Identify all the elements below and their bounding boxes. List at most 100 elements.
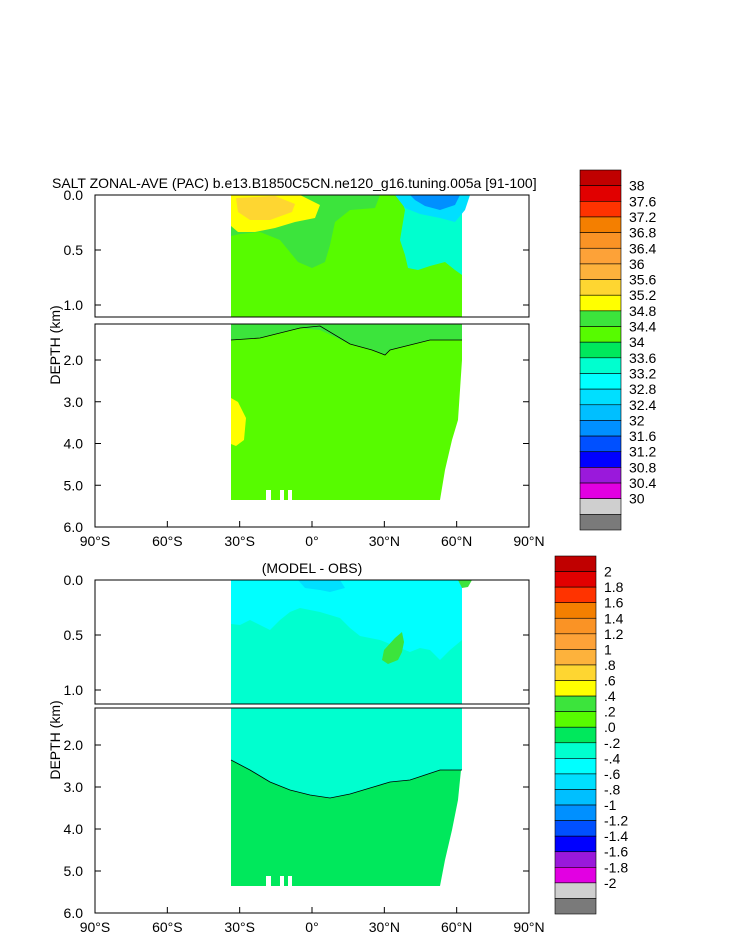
diff-colorbar-label: 1.2 — [604, 626, 624, 642]
salt-colorbar-label: 32.4 — [629, 397, 656, 413]
diff-colorbar-label: -.2 — [604, 735, 621, 751]
diff-y-ticks-lower: 2.0 3.0 4.0 5.0 6.0 — [64, 737, 529, 921]
salt-y-tick-label: 2.0 — [64, 352, 84, 368]
diff-colorbar-box — [554, 882, 597, 899]
diff-colorbar-box — [554, 602, 597, 619]
salt-colorbar-box — [579, 201, 622, 218]
diff-y-tick-label: 0.5 — [64, 627, 84, 643]
diff-colorbar-label: -1.6 — [604, 844, 628, 860]
salt-colorbar-box — [579, 451, 622, 468]
diff-colorbar-label: 1 — [604, 641, 612, 657]
salt-colorbar-label: 32.8 — [629, 381, 656, 397]
diff-colorbar-box — [554, 898, 597, 915]
diff-colorbar-box — [554, 851, 597, 868]
salt-colorbar-box — [579, 216, 622, 233]
salt-colorbar-box — [579, 420, 622, 437]
salt-colorbar-box — [579, 388, 622, 406]
diff-colorbar-box — [554, 758, 597, 775]
diff-y-tick-label: 1.0 — [64, 682, 84, 698]
diff-x-tick-label: 30°N — [369, 919, 400, 935]
diff-colorbar-box — [554, 789, 597, 806]
salt-colorbar-box — [579, 357, 622, 374]
salt-colorbar-box — [579, 498, 622, 515]
salt-colorbar-box — [579, 247, 622, 265]
diff-colorbar-box — [554, 804, 597, 821]
salt-x-tick-label: 60°S — [152, 533, 183, 549]
diff-title: (MODEL - OBS) — [262, 560, 363, 576]
diff-colorbar-label: .2 — [604, 704, 616, 720]
salt-upper-field — [231, 195, 470, 317]
salt-colorbar-label: 31.6 — [629, 428, 656, 444]
salt-y-tick-label: 0.5 — [64, 242, 84, 258]
salt-colorbar-label: 37.6 — [629, 193, 656, 209]
salt-colorbar-box — [579, 263, 622, 280]
salt-colorbar-box — [579, 373, 622, 390]
diff-colorbar-box — [554, 867, 597, 884]
salt-lower-field — [230, 324, 462, 500]
diff-panel: (MODEL - OBS) DEPTH (km) 0.00.51.0 2.03.… — [47, 555, 628, 935]
diff-x-tick-label: 60°N — [441, 919, 472, 935]
diff-colorbar-box — [554, 633, 597, 650]
diff-y-tick-label: 5.0 — [64, 863, 84, 879]
salt-colorbar-label: 30 — [629, 491, 645, 507]
diff-x-tick-label: 90°N — [513, 919, 544, 935]
salt-colorbar-label: 34.8 — [629, 303, 656, 319]
diff-colorbar-label: -1 — [604, 797, 617, 813]
salt-x-tick-label: 60°N — [441, 533, 472, 549]
diff-colorbar-box — [554, 664, 597, 681]
salt-x-tick-label: 90°N — [513, 533, 544, 549]
salt-colorbar-box — [579, 326, 622, 343]
diff-colorbar-label: .6 — [604, 673, 616, 689]
salt-y-tick-label: 6.0 — [64, 519, 84, 535]
salt-y-tick-label: 4.0 — [64, 436, 84, 452]
diff-colorbar-label: 2 — [604, 564, 612, 580]
diff-colorbar-box — [554, 649, 597, 666]
diff-colorbar-box — [554, 695, 597, 712]
salt-colorbar-box — [579, 341, 622, 359]
salt-colorbar-box — [579, 185, 622, 202]
diff-y-ticks-upper: 0.0 0.5 1.0 — [64, 572, 529, 698]
diff-x-tick-label: 0° — [305, 919, 318, 935]
salt-y-ticks-lower: 2.0 3.0 4.0 5.0 6.0 — [64, 352, 529, 535]
salt-colorbar-box — [579, 404, 622, 421]
salt-colorbar-label: 32 — [629, 412, 645, 428]
salt-colorbar-box — [579, 482, 622, 499]
salt-x-tick-label: 0° — [305, 533, 318, 549]
salt-x-tick-label: 90°S — [80, 533, 111, 549]
diff-colorbar-box — [554, 726, 597, 744]
salt-colorbar-label: 36.8 — [629, 225, 656, 241]
diff-y-tick-label: 3.0 — [64, 779, 84, 795]
diff-upper-field — [231, 580, 472, 704]
salt-y-tick-label: 0.0 — [64, 187, 84, 203]
salt-depth-label: DEPTH (km) — [47, 305, 63, 384]
salt-colorbar-label: 36 — [629, 256, 645, 272]
diff-colorbar-label: 1.6 — [604, 595, 624, 611]
salt-colorbar-label: 33.6 — [629, 350, 656, 366]
salt-colorbar-label: 35.2 — [629, 287, 656, 303]
diff-colorbar-box — [554, 711, 597, 728]
salt-colorbar-box — [579, 294, 622, 312]
diff-x-ticks: 90°S 60°S 30°S 0° 30°N 60°N 90°N — [80, 907, 545, 935]
salt-colorbar-label: 36.4 — [629, 240, 656, 256]
salt-colorbar-box — [579, 279, 622, 296]
salt-y-tick-label: 5.0 — [64, 477, 84, 493]
diff-lower-field — [230, 708, 462, 886]
salt-colorbar-label: 34 — [629, 334, 645, 350]
salt-x-tick-label: 30°N — [369, 533, 400, 549]
diff-colorbar-box — [554, 617, 597, 635]
diff-colorbar-box — [554, 680, 597, 697]
diff-x-tick-label: 90°S — [80, 919, 111, 935]
diff-colorbar-label: .8 — [604, 657, 616, 673]
salt-y-tick-label: 3.0 — [64, 394, 84, 410]
diff-colorbar-label: 1.4 — [604, 610, 624, 626]
diff-colorbar-label: -.4 — [604, 750, 621, 766]
diff-colorbar: 21.81.61.41.21.8.6.4.2.0-.2-.4-.6-.8-1-1… — [554, 555, 628, 915]
salt-colorbar-box — [579, 514, 622, 531]
diff-colorbar-box — [554, 555, 597, 572]
salt-colorbar-box — [579, 169, 622, 186]
salt-colorbar-label: 31.2 — [629, 444, 656, 460]
salt-colorbar: 3837.637.236.836.43635.635.234.834.43433… — [579, 169, 656, 531]
salt-colorbar-box — [579, 435, 622, 453]
salt-colorbar-label: 35.6 — [629, 272, 656, 288]
diff-colorbar-box — [554, 586, 597, 603]
